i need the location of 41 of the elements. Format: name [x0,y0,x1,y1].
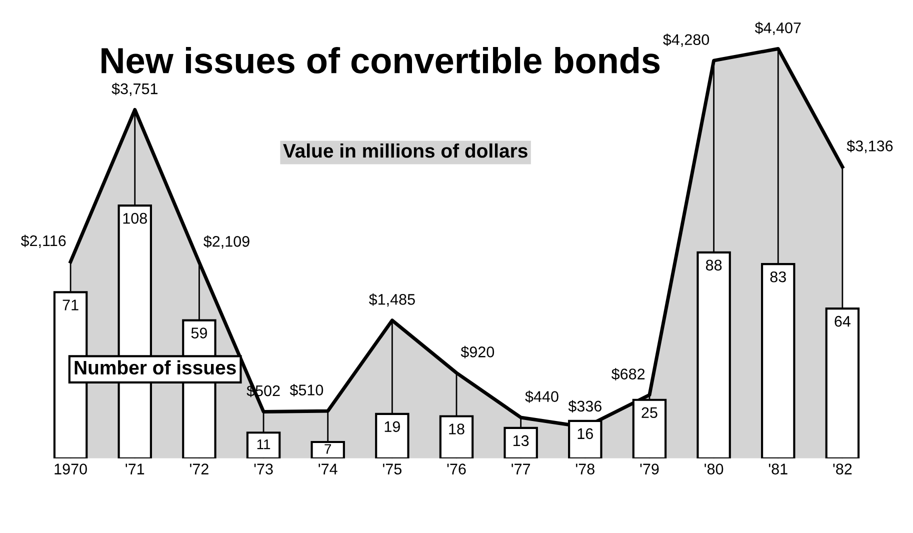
data-label: 88 [706,260,722,271]
data-label: 11 [257,440,270,450]
chart-title: New issues of convertible bonds [102,46,660,74]
x-tick-label: '78 [576,464,594,474]
data-label: $440 [525,390,558,403]
data-label: 18 [449,424,464,434]
data-label: 71 [62,300,78,310]
x-tick-label: 1970 [54,464,87,474]
data-label: 7 [324,444,332,454]
x-tick-label: '74 [318,464,338,474]
x-tick-label: '76 [447,464,466,474]
data-label: $4,407 [754,22,801,36]
data-label: $682 [611,368,645,380]
data-label: $3,136 [846,140,893,154]
data-label: 64 [834,316,850,327]
x-tick-label: '73 [254,464,273,474]
data-label: 13 [513,435,529,446]
data-label: $4,280 [663,34,710,47]
series-label: Number of issues [74,360,236,375]
data-label: 16 [578,428,593,440]
data-label: $510 [290,384,324,396]
data-label: 25 [642,407,658,418]
data-label: $2,109 [204,235,250,249]
data-label: $3,751 [112,82,158,96]
x-tick-label: '81 [768,464,788,474]
text: Value in millions of dollars [283,143,528,158]
x-tick-label: '71 [126,464,144,474]
data-label: 59 [191,328,207,338]
x-tick-label: '72 [190,464,208,474]
x-tick-label: '77 [512,464,530,474]
x-tick-label: '75 [382,464,402,474]
x-tick-label: '79 [640,464,659,474]
data-label: $336 [568,400,602,413]
data-label: $920 [460,346,494,358]
data-label: 83 [770,271,786,282]
data-label: $2,116 [20,234,66,248]
x-tick-label: '82 [833,464,852,474]
data-label: 108 [123,212,147,224]
data-label: $1,485 [368,293,415,307]
data-label: 19 [384,421,400,432]
x-tick-label: '80 [704,464,724,474]
